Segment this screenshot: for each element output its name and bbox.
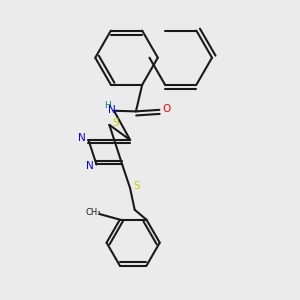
Text: N: N [108, 106, 116, 116]
Text: S: S [134, 182, 140, 191]
Text: S: S [112, 118, 119, 128]
Text: CH₃: CH₃ [85, 208, 101, 217]
Text: N: N [78, 134, 86, 143]
Text: O: O [162, 103, 170, 114]
Text: N: N [86, 161, 93, 171]
Text: H: H [104, 100, 111, 109]
